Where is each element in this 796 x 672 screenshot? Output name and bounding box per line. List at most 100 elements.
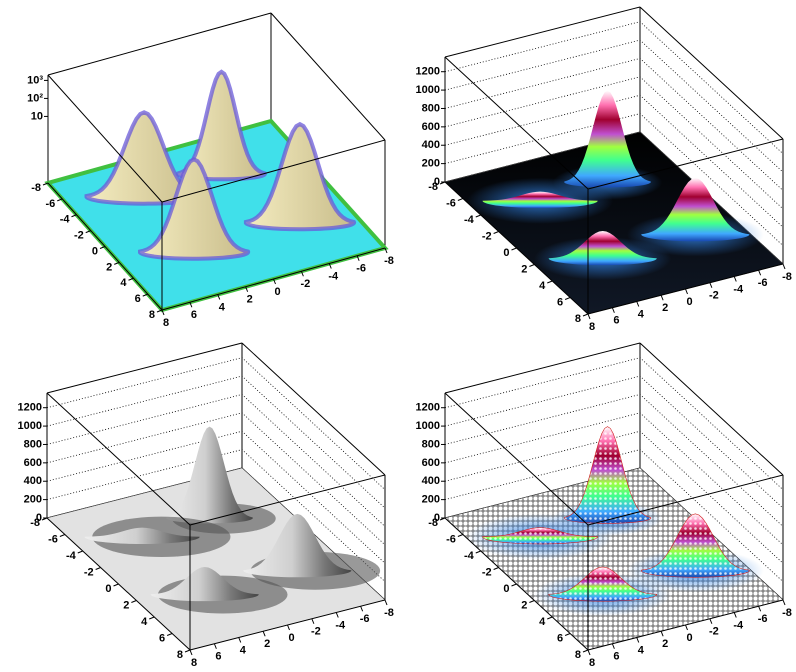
- x-tick-label: 2: [662, 302, 668, 314]
- y-tick-label: 4: [539, 280, 546, 292]
- surface-peak: [641, 177, 750, 242]
- x-tick-label: 4: [638, 644, 645, 656]
- x-tick: [709, 618, 713, 624]
- grid-line: [46, 394, 386, 527]
- x-tick: [611, 643, 615, 649]
- z-tick-label: 0: [434, 512, 440, 524]
- x-tick-label: 6: [215, 651, 221, 663]
- y-tick: [564, 297, 571, 300]
- x-tick-label: 8: [589, 657, 595, 669]
- y-tick: [41, 517, 48, 521]
- z-tick-label: 1000: [416, 84, 440, 96]
- z-tick-label: 200: [24, 494, 42, 506]
- peak-mesh: [482, 527, 599, 545]
- surface-panel: 02004006008001000120086420-2-4-6-8-8-6-4…: [416, 342, 792, 669]
- box-edge: [444, 6, 641, 58]
- x-tick: [287, 624, 290, 631]
- y-tick: [142, 293, 148, 297]
- x-tick-label: 6: [191, 309, 197, 321]
- y-tick: [564, 633, 571, 636]
- box-edge: [189, 474, 386, 526]
- x-tick-label: -2: [311, 626, 321, 638]
- x-tick: [611, 307, 615, 313]
- box-edge: [444, 56, 589, 190]
- x-tick-label: -4: [335, 619, 346, 631]
- z-tick-label: 600: [24, 457, 42, 469]
- grid-line: [46, 375, 386, 509]
- y-tick-label: 0: [105, 583, 111, 595]
- x-tick-label: -4: [733, 619, 744, 631]
- z-tick-label: 400: [24, 475, 42, 487]
- grid-line: [444, 449, 784, 582]
- grid-line: [444, 58, 784, 191]
- y-tick-label: 8: [149, 309, 155, 321]
- z-tick-label: 400: [422, 475, 440, 487]
- peak-mesh: [641, 513, 750, 578]
- y-tick: [95, 567, 101, 570]
- z-tick-label: 1200: [416, 66, 440, 78]
- x-tick-label: 4: [638, 308, 645, 320]
- x-tick: [685, 288, 688, 295]
- x-tick: [758, 270, 762, 276]
- x-tick-label: -6: [758, 613, 768, 625]
- grid-line: [46, 357, 386, 490]
- y-tick-label: 4: [539, 616, 546, 628]
- x-tick-label: -2: [709, 626, 719, 638]
- y-tick-label: -6: [48, 533, 58, 545]
- y-tick: [77, 550, 83, 554]
- x-tick: [311, 618, 315, 624]
- z-tick-label: 800: [422, 438, 440, 450]
- box-edge: [587, 474, 784, 526]
- y-tick-label: 0: [503, 583, 509, 595]
- y-tick: [85, 230, 91, 234]
- y-tick: [511, 583, 517, 587]
- surface-peak: [150, 567, 259, 602]
- x-tick: [660, 631, 664, 637]
- x-tick: [238, 637, 242, 643]
- y-tick-label: -8: [30, 517, 40, 529]
- box-edge: [639, 342, 784, 476]
- x-tick: [782, 599, 786, 606]
- x-tick-label: 2: [662, 638, 668, 650]
- x-tick: [758, 606, 762, 612]
- y-tick-label: -8: [428, 181, 438, 193]
- box-edge: [639, 6, 784, 140]
- y-tick-label: 6: [135, 293, 141, 305]
- grid-line: [444, 94, 784, 228]
- x-tick: [189, 649, 193, 656]
- y-tick: [582, 649, 589, 653]
- y-tick-label: -4: [66, 550, 77, 562]
- box-edge: [241, 342, 386, 476]
- z-tick-label: 10²: [27, 92, 43, 104]
- x-tick: [161, 309, 165, 316]
- x-tick: [636, 301, 640, 307]
- z-tick-label: 0: [36, 512, 42, 524]
- y-tick: [493, 567, 499, 570]
- x-tick-label: -6: [360, 613, 370, 625]
- y-tick-label: -4: [60, 214, 71, 226]
- y-tick: [166, 633, 173, 636]
- grid-line: [46, 430, 386, 564]
- box-edge: [46, 342, 243, 394]
- z-tick-label: 800: [24, 438, 42, 450]
- z-tick-label: 600: [422, 457, 440, 469]
- y-tick-label: -8: [428, 517, 438, 529]
- x-tick: [660, 295, 664, 301]
- x-tick: [733, 612, 737, 618]
- y-tick-label: 6: [557, 296, 563, 308]
- x-tick: [709, 282, 713, 288]
- x-tick-label: -2: [709, 290, 719, 302]
- y-tick-label: 2: [106, 261, 112, 273]
- y-tick: [42, 182, 49, 186]
- z-tick-label: 200: [422, 158, 440, 170]
- z-tick-label: 10³: [27, 74, 43, 86]
- x-tick-label: 6: [613, 651, 619, 663]
- surface-peak: [84, 527, 200, 544]
- y-tick: [156, 309, 163, 313]
- z-tick-label: 400: [422, 139, 440, 151]
- y-tick: [114, 261, 120, 265]
- x-tick-label: -2: [300, 278, 310, 290]
- y-tick-label: 0: [503, 247, 509, 259]
- z-tick-label: 1000: [18, 420, 42, 432]
